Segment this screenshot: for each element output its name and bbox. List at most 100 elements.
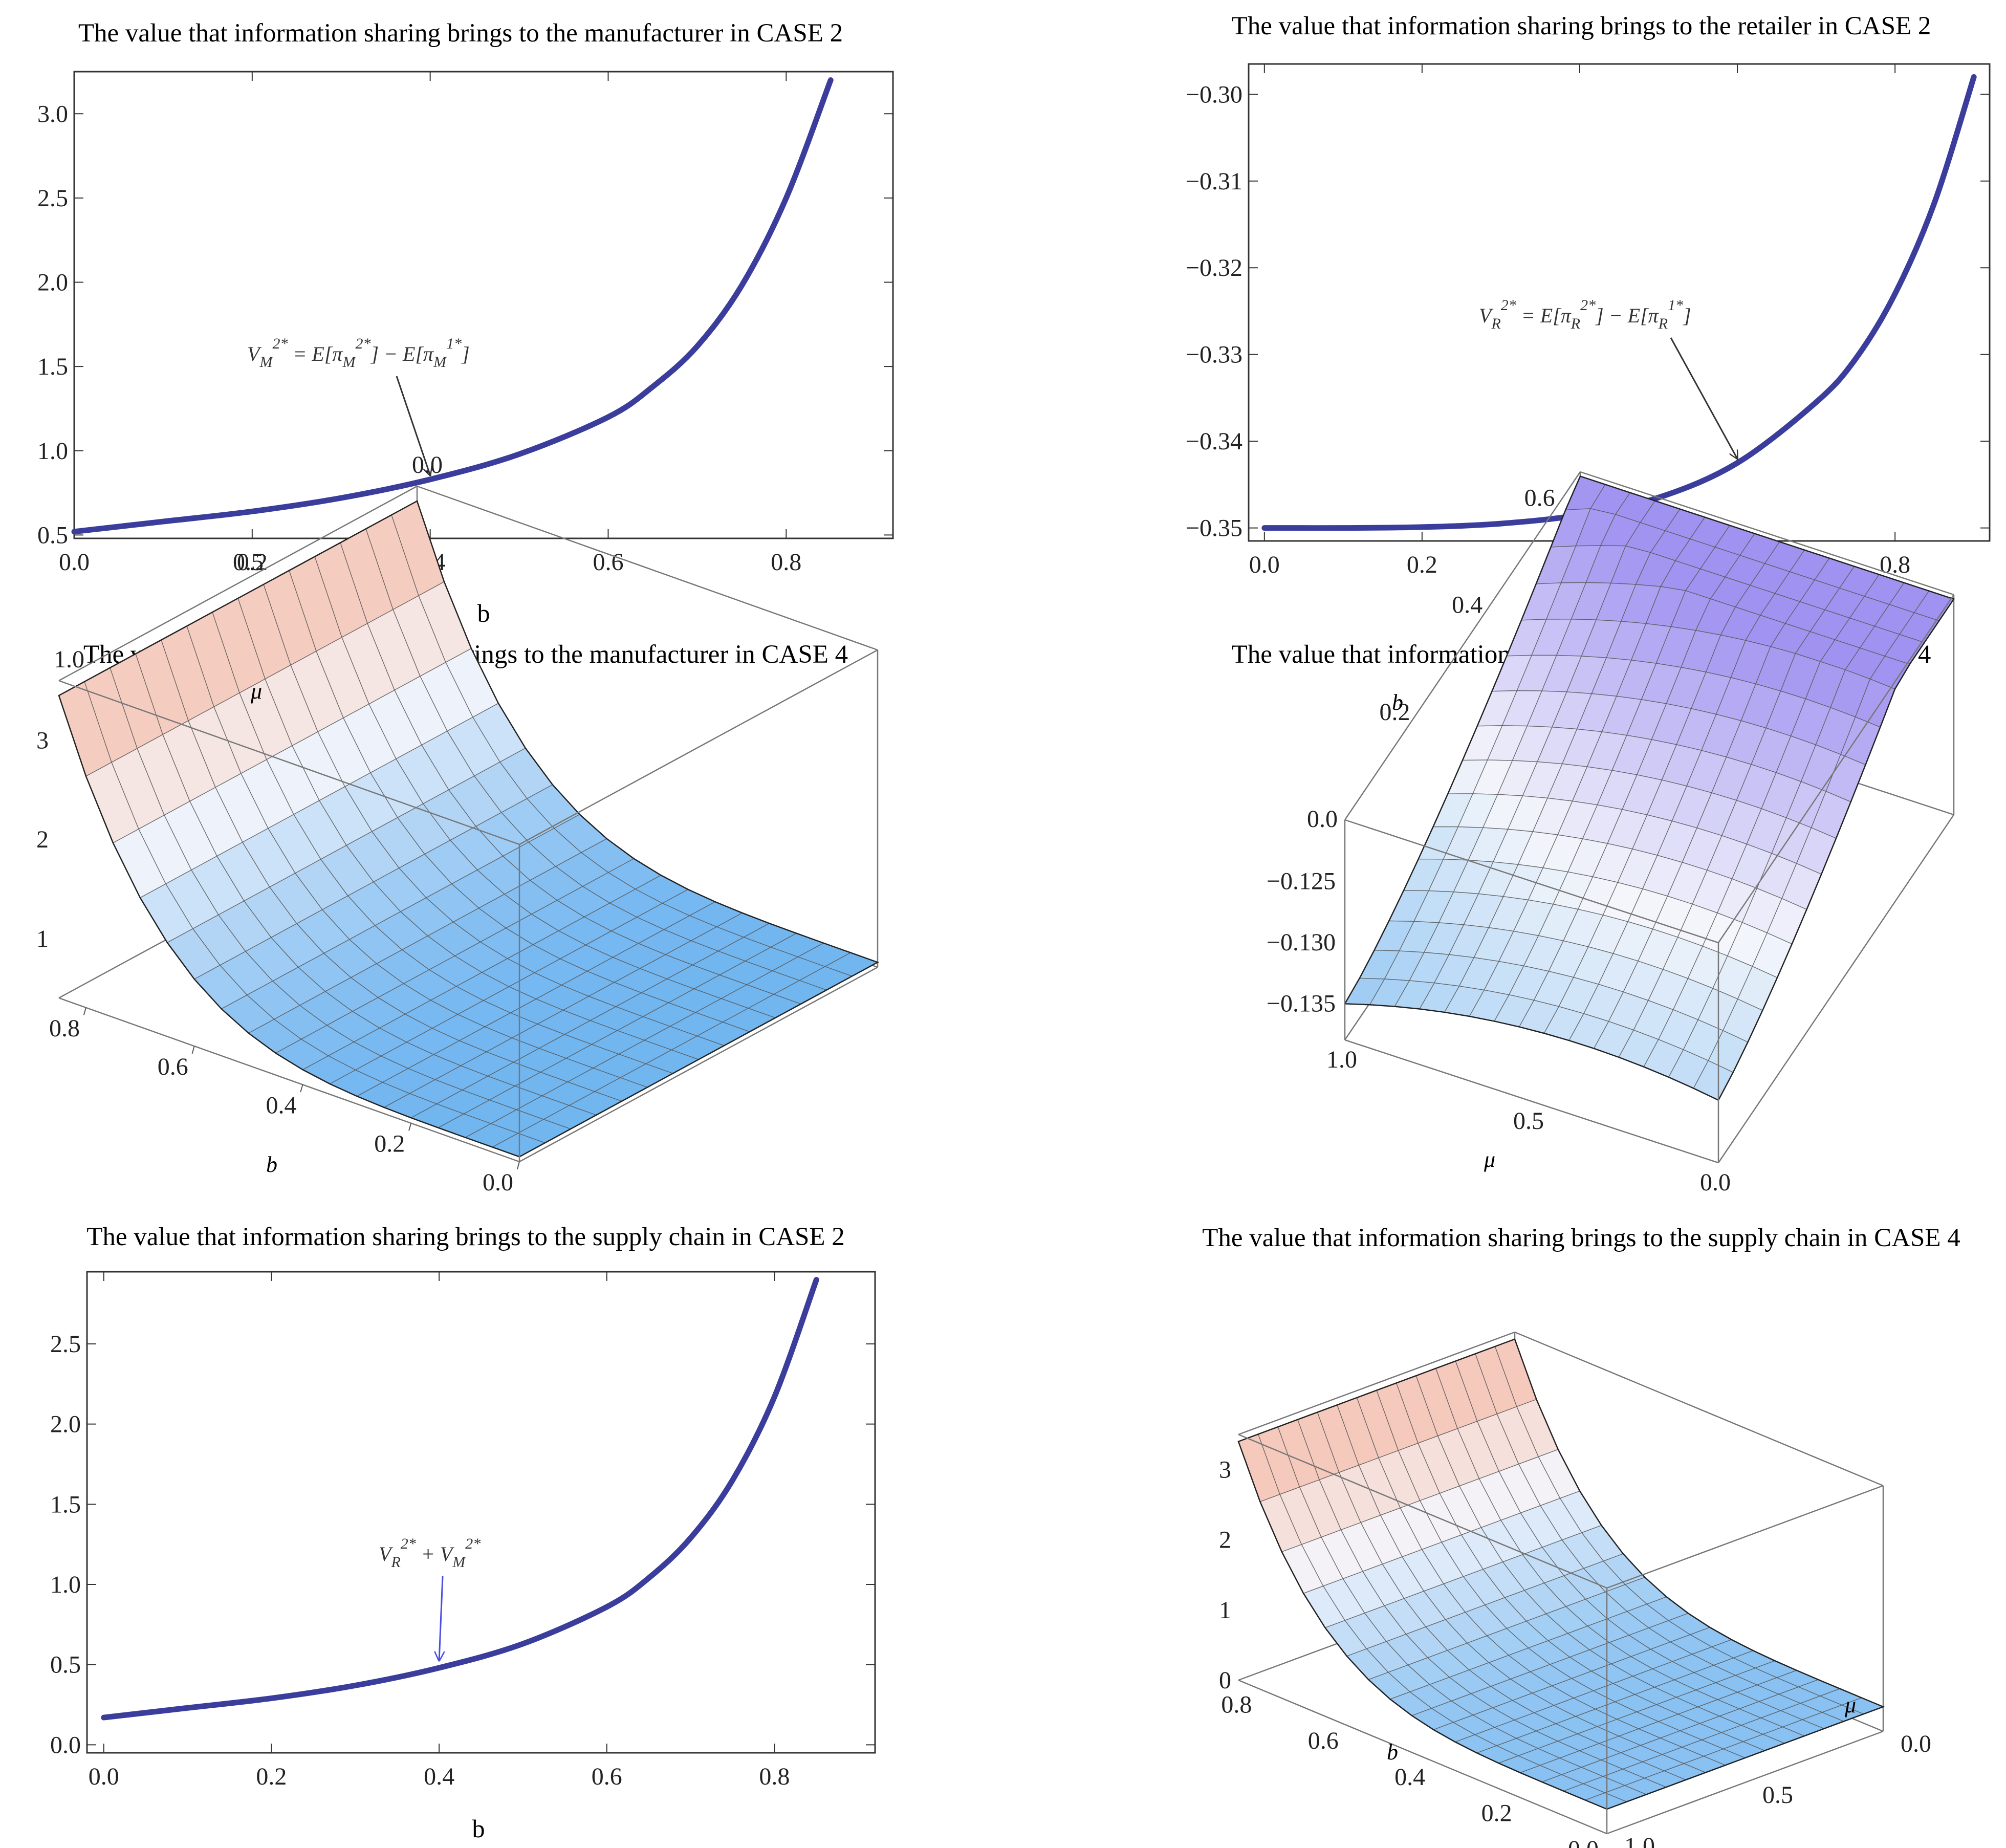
surface-outline bbox=[58, 500, 880, 1158]
surface-outline bbox=[1237, 1338, 1885, 1810]
chart-title: The value that information sharing bring… bbox=[1231, 12, 1931, 40]
b-tick-label-mark bbox=[516, 1161, 520, 1169]
b-tick-label-mark bbox=[408, 1123, 412, 1131]
chart-plot: 0.0 0.2 0.4 0.6 0.8 1.0 0.5 0.0 0 1 2 3 b μ bbox=[1219, 1331, 1931, 1848]
plot-frame bbox=[73, 71, 894, 539]
chart-title: The value that information sharing bring… bbox=[78, 19, 843, 48]
surface-outline bbox=[1343, 475, 1955, 1101]
box-edge bbox=[1238, 1679, 1607, 1835]
x-tick-label: 0.0 bbox=[59, 549, 90, 576]
b-tick-label-mark bbox=[191, 1046, 195, 1054]
b-tick-label: 0.8 bbox=[49, 1015, 80, 1042]
b-tick-label: 0.2 bbox=[374, 1130, 405, 1158]
mu-tick-label: 1.0 bbox=[1624, 1833, 1655, 1848]
chart-plot: 0.0 0.2 0.4 0.6 0.8 0.0 0.5 1.0 1.5 2.0 2.5 VR2* +… bbox=[50, 1271, 876, 1843]
box-edge bbox=[417, 485, 878, 651]
box-edge bbox=[1344, 1039, 1719, 1164]
mu-tick-label: 1.0 bbox=[1326, 1046, 1357, 1073]
annotation-formula: VM2* = E[πM2*] − E[πM1*] bbox=[247, 335, 470, 371]
y-tick-label: 3.0 bbox=[37, 100, 68, 127]
x-tick-label: 0.8 bbox=[771, 549, 801, 576]
y-tick-label: 0.0 bbox=[50, 1731, 81, 1758]
plot-frame bbox=[1248, 63, 1991, 542]
y-tick-label: −0.32 bbox=[1186, 254, 1242, 281]
mu-axis-label: μ bbox=[1484, 1147, 1495, 1172]
y-tick-label: 2.0 bbox=[50, 1411, 81, 1438]
chart-supply-chain-case4: The value that information sharing bring… bbox=[1157, 1218, 2006, 1848]
mu-tick-label: 0.0 bbox=[412, 451, 443, 479]
b-tick-label: 0.6 bbox=[158, 1053, 188, 1080]
y-tick-label: −0.33 bbox=[1186, 341, 1242, 368]
x-tick-label: 0.2 bbox=[237, 549, 268, 576]
z-tick-label: −0.130 bbox=[1267, 929, 1336, 956]
b-tick-label: 0.4 bbox=[1452, 592, 1482, 619]
surface-plot bbox=[58, 500, 880, 1158]
y-tick-label: 1.0 bbox=[50, 1571, 81, 1598]
chart-plot: 0.00.20.40.60.00.51.0−0.125−0.130−0.135 … bbox=[1267, 471, 1955, 1196]
b-axis-label: b bbox=[1387, 1740, 1398, 1765]
b-tick-label: 0.0 bbox=[1307, 806, 1338, 833]
b-tick-label: 0.2 bbox=[1380, 699, 1410, 726]
box-edge bbox=[1238, 1331, 1515, 1436]
box-edge bbox=[1717, 594, 1955, 943]
mu-axis-label: μ bbox=[250, 679, 262, 704]
x-tick-label: 0.0 bbox=[1249, 551, 1280, 578]
x-tick-label: 0.6 bbox=[592, 1763, 622, 1790]
chart-plot: 0.00.20.40.60.80.51.01.52.02.53.0 VM2* =… bbox=[37, 71, 894, 627]
b-tick-label-mark bbox=[83, 1007, 86, 1015]
b-tick-label: 0.6 bbox=[1524, 484, 1555, 511]
chart-title: The value that information sharing bring… bbox=[86, 1223, 845, 1251]
x-tick-label: 0.2 bbox=[1407, 551, 1437, 578]
surface-plot bbox=[1343, 475, 1955, 1101]
y-tick-label: −0.31 bbox=[1186, 168, 1242, 195]
b-tick-label: 0.2 bbox=[1481, 1799, 1512, 1827]
y-tick-label: −0.30 bbox=[1186, 81, 1242, 108]
data-series-line bbox=[101, 1277, 819, 1721]
b-tick-label: 0.4 bbox=[266, 1092, 296, 1119]
surface-plot bbox=[1237, 1338, 1885, 1810]
box-edge bbox=[58, 997, 520, 1163]
b-axis-label: b bbox=[266, 1152, 277, 1177]
box-edge bbox=[1344, 471, 1581, 820]
b-tick-label: 0.4 bbox=[1394, 1764, 1425, 1791]
b-tick-label-mark bbox=[300, 1084, 303, 1093]
box-edge bbox=[1580, 471, 1954, 596]
x-tick-label: 0.4 bbox=[424, 1763, 454, 1790]
data-series-line bbox=[1261, 74, 1977, 531]
data-series-line bbox=[71, 77, 834, 535]
mu-tick-label: 0.0 bbox=[1700, 1169, 1731, 1196]
annotation-formula: VR2* = E[πR2*] − E[πR1*] bbox=[1479, 297, 1691, 332]
box-edge bbox=[519, 649, 878, 845]
y-tick-label: 2.5 bbox=[37, 185, 68, 212]
z-tick-label: −0.135 bbox=[1267, 990, 1336, 1017]
mu-tick-label: 0.5 bbox=[1762, 1781, 1793, 1809]
chart-manufacturer-case4: The value that information sharing bring… bbox=[0, 451, 931, 1218]
x-tick-label: 0.8 bbox=[1880, 551, 1910, 578]
b-tick-label: 0.6 bbox=[1308, 1727, 1339, 1754]
box-edge bbox=[1606, 1485, 1884, 1589]
x-tick-label: 0.0 bbox=[89, 1763, 119, 1790]
b-tick-label: 0.8 bbox=[1221, 1691, 1252, 1719]
mu-tick-label: 0.0 bbox=[1901, 1730, 1931, 1757]
b-axis-label: b bbox=[1392, 690, 1403, 715]
z-tick-label: 2 bbox=[36, 826, 49, 853]
b-tick-label: 0.0 bbox=[483, 1169, 513, 1196]
mu-tick-label: 1.0 bbox=[54, 646, 84, 673]
z-tick-label: 3 bbox=[36, 727, 49, 754]
annotation-formula: VR2* + VM2* bbox=[379, 1535, 481, 1571]
plot-frame bbox=[86, 1271, 876, 1754]
mu-tick-label: 0.5 bbox=[1513, 1107, 1544, 1135]
x-tick-label: 0.6 bbox=[593, 549, 623, 576]
chart-title: The value that information sharing bring… bbox=[1202, 1224, 1960, 1252]
box-edge bbox=[58, 485, 418, 682]
annotation-arrow bbox=[396, 376, 430, 475]
box-edge bbox=[1514, 1331, 1884, 1487]
z-tick-label: 1 bbox=[36, 925, 49, 952]
y-tick-label: −0.35 bbox=[1186, 515, 1242, 542]
box-edge bbox=[1606, 1730, 1884, 1835]
annotation-arrow bbox=[439, 1576, 443, 1661]
z-tick-label: 0 bbox=[1219, 1667, 1231, 1694]
z-tick-label: 1 bbox=[1219, 1597, 1231, 1624]
y-tick-label: 1.5 bbox=[50, 1491, 81, 1518]
